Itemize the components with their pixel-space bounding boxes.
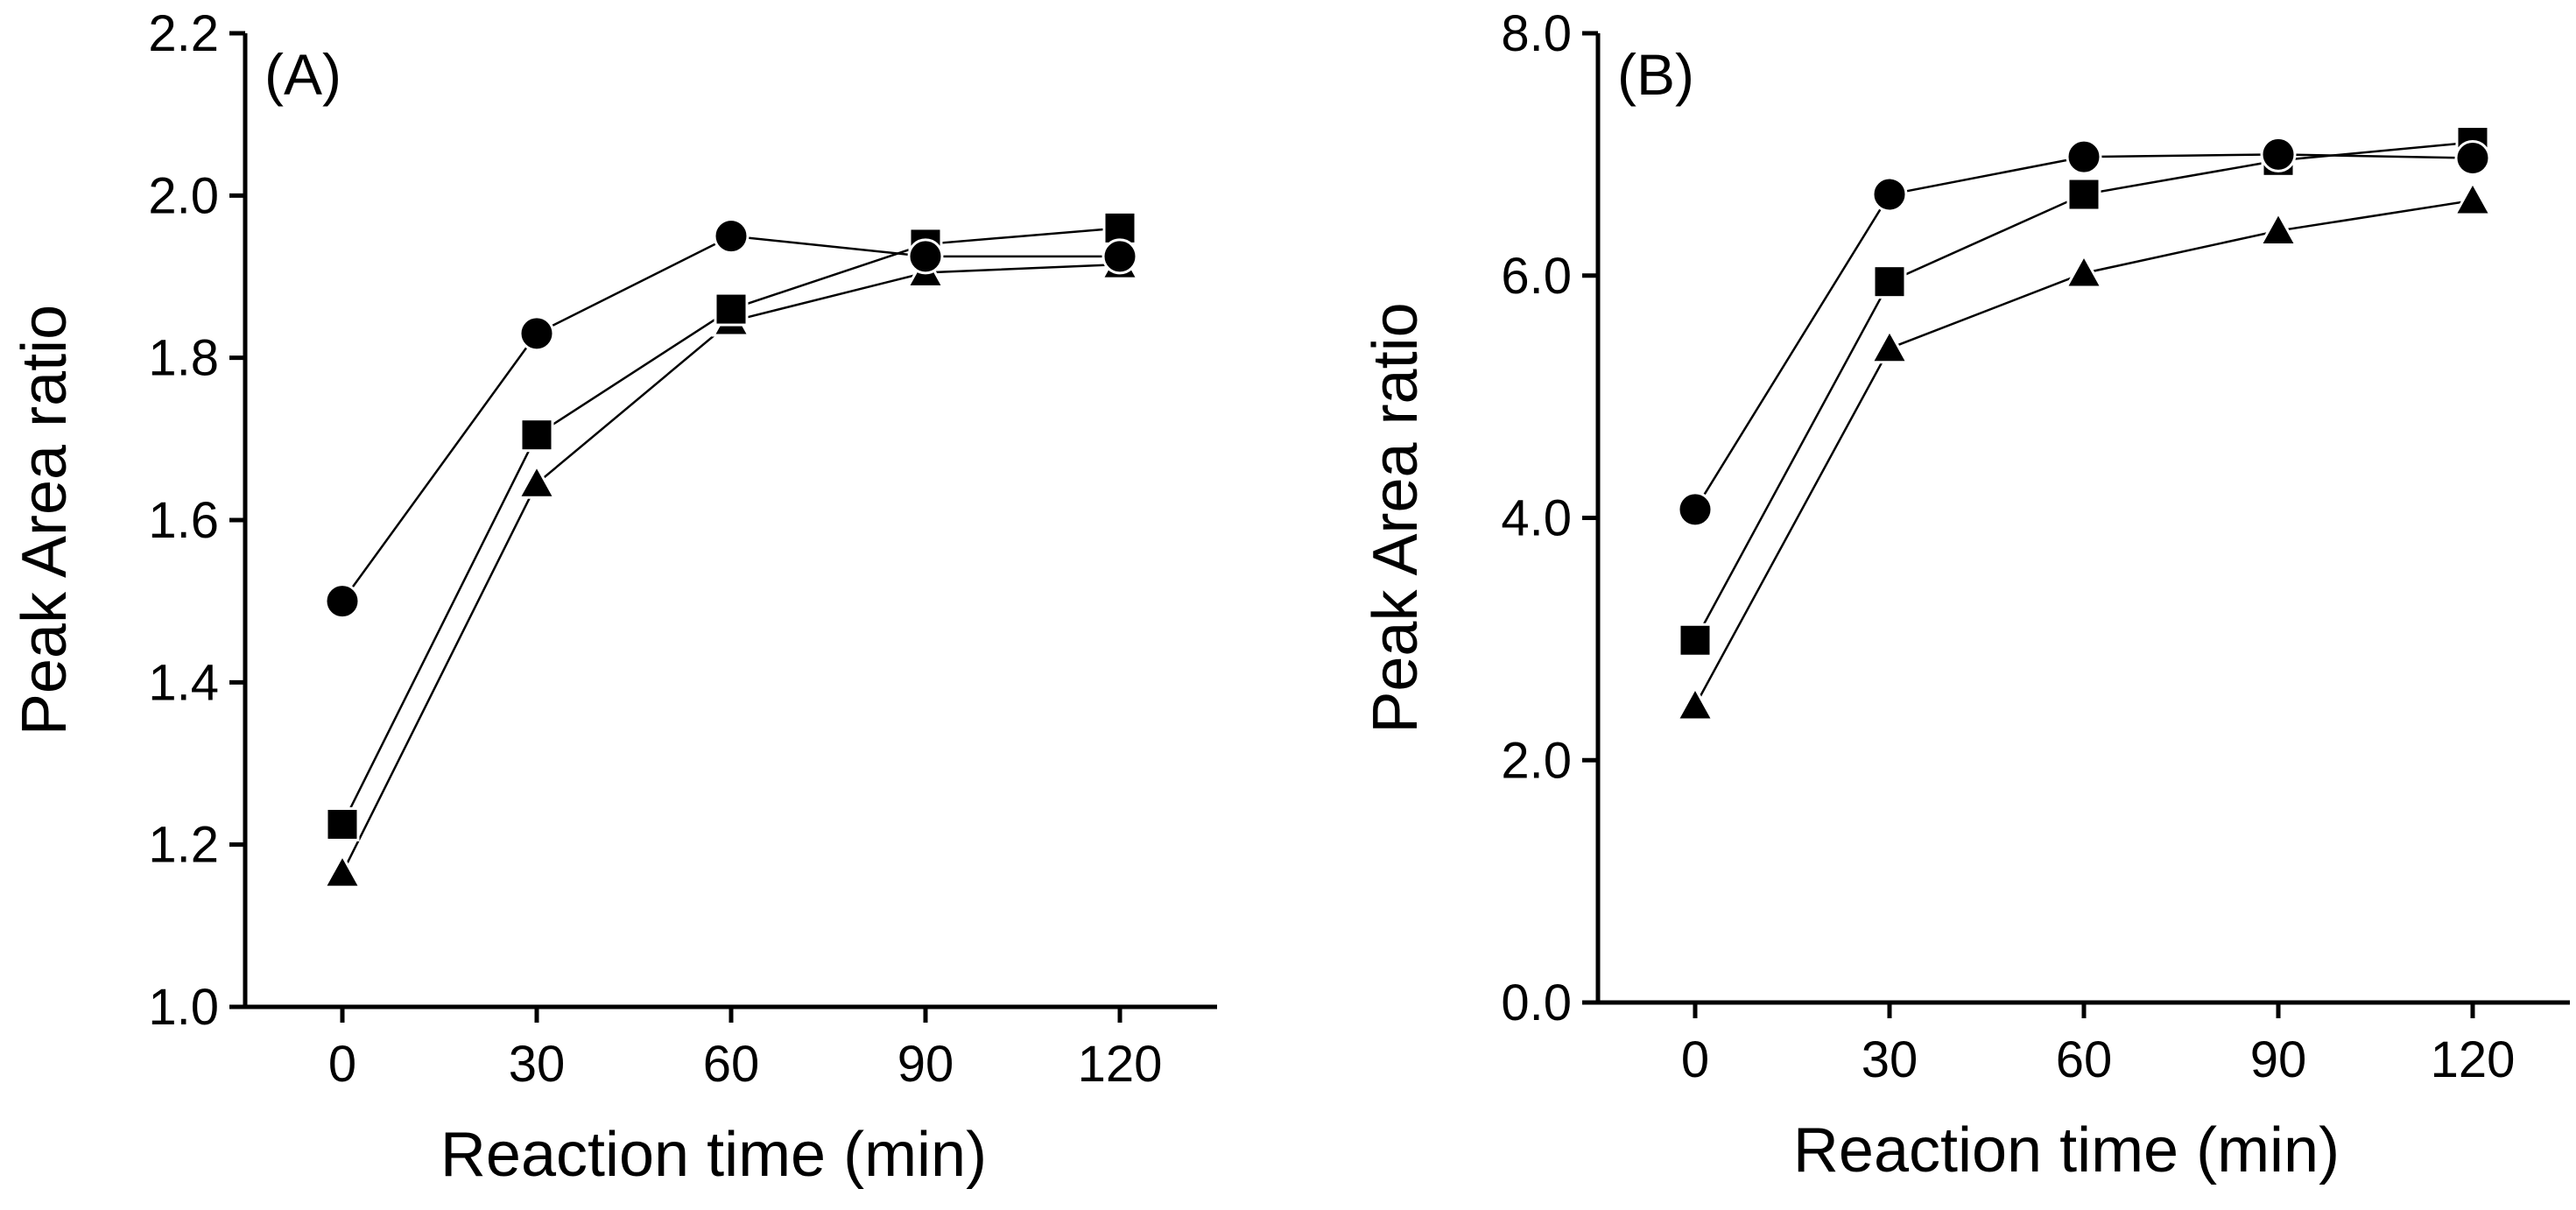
data-point-circle <box>1871 176 1908 213</box>
y-tick-label: 1.6 <box>148 492 219 549</box>
y-tick-label: 1.0 <box>148 979 219 1036</box>
data-point-square <box>1678 623 1713 658</box>
y-tick-label: 2.0 <box>1501 732 1572 789</box>
data-point-triangle <box>2453 179 2493 216</box>
data-point-circle <box>2260 136 2297 172</box>
y-axis-title: Peak Area ratio <box>10 305 80 735</box>
y-tick-label: 1.8 <box>148 330 219 387</box>
data-point-triangle <box>1869 327 1910 364</box>
panel-label: (A) <box>264 42 341 107</box>
y-axis-title: Peak Area ratio <box>1361 302 1431 733</box>
y-tick-label: 8.0 <box>1501 5 1572 62</box>
x-tick-label: 0 <box>1681 1031 1709 1088</box>
y-tick-label: 2.0 <box>148 167 219 224</box>
data-point-square <box>519 418 554 453</box>
series-line-square <box>1693 141 2474 641</box>
x-tick-label: 30 <box>509 1036 566 1093</box>
y-tick-label: 1.2 <box>148 817 219 874</box>
y-tick-label: 0.0 <box>1501 974 1572 1031</box>
y-tick-label: 6.0 <box>1501 248 1572 305</box>
data-point-circle <box>1677 491 1714 528</box>
panel-label: (B) <box>1617 42 1694 107</box>
data-point-square <box>2066 177 2101 212</box>
chart-panel-a: 1.0 1.2 1.4 1.6 1.8 2.0 2.2 0 30 60 90 120 Reaction … <box>10 5 1217 1190</box>
data-point-circle <box>2454 140 2491 177</box>
chart-panel-b: 0.0 2.0 4.0 6.0 8.0 0 30 60 90 120 Reaction time (… <box>1361 5 2570 1185</box>
data-point-circle <box>1101 238 1138 275</box>
y-tick-label: 2.2 <box>148 5 219 62</box>
series-line-circle <box>341 235 1120 602</box>
data-point-triangle <box>322 853 362 889</box>
data-point-circle <box>907 238 944 275</box>
data-point-square <box>714 292 749 327</box>
x-axis-title: Reaction time (min) <box>440 1120 987 1190</box>
x-tick-label: 30 <box>1862 1031 1918 1088</box>
x-tick-label: 120 <box>2431 1031 2516 1088</box>
x-tick-label: 90 <box>2250 1031 2307 1088</box>
x-tick-label: 0 <box>328 1036 356 1093</box>
x-axis-title: Reaction time (min) <box>1793 1115 2340 1185</box>
data-point-square <box>325 807 360 841</box>
series-line-triangle <box>341 263 1121 874</box>
data-point-circle <box>2066 138 2102 175</box>
data-point-circle <box>518 315 555 352</box>
y-tick-label: 4.0 <box>1501 490 1572 547</box>
y-tick-label: 1.4 <box>148 654 219 711</box>
data-point-triangle <box>1675 685 1715 721</box>
x-tick-label: 60 <box>2056 1031 2113 1088</box>
data-point-triangle <box>2258 210 2298 247</box>
data-point-square <box>1872 264 1907 299</box>
x-tick-label: 120 <box>1078 1036 1163 1093</box>
x-tick-label: 90 <box>897 1036 954 1093</box>
data-point-circle <box>324 583 361 620</box>
data-point-triangle <box>517 463 557 499</box>
data-point-triangle <box>2064 252 2104 289</box>
x-tick-label: 60 <box>703 1036 760 1093</box>
data-point-circle <box>713 218 750 255</box>
